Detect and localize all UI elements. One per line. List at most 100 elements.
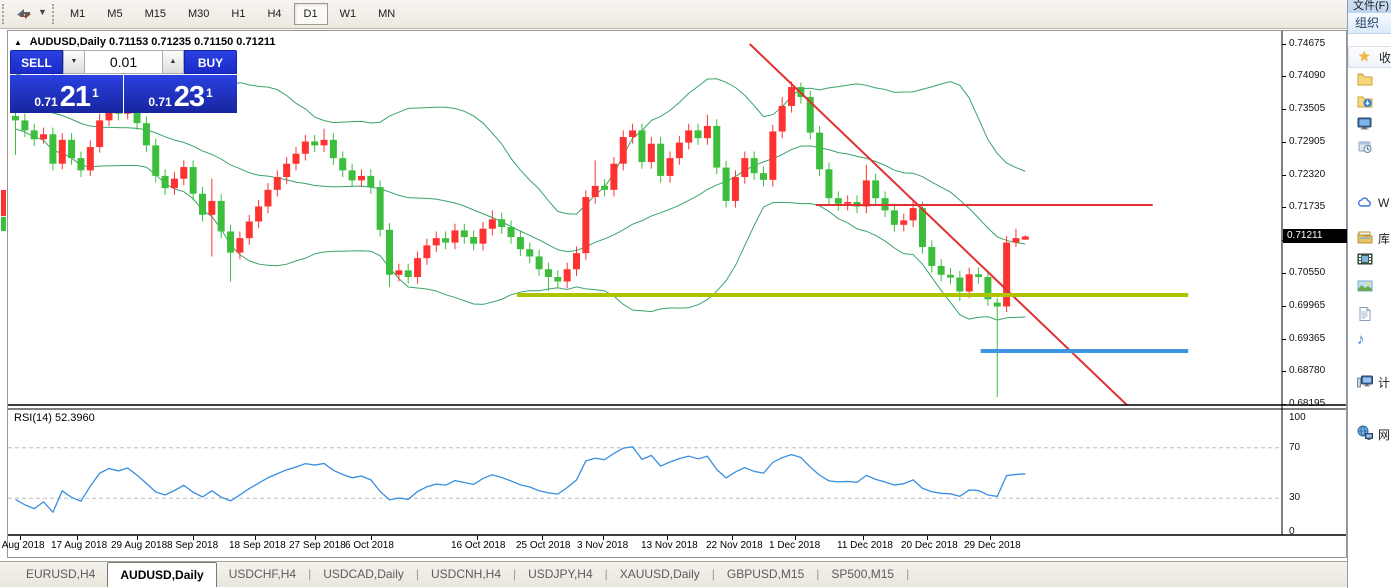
date-axis-tick	[193, 536, 194, 540]
date-axis-tick	[667, 536, 668, 540]
computer-icon	[1357, 373, 1373, 394]
chart-tab-usdjpy-h4[interactable]: USDJPY,H4	[528, 567, 593, 581]
volume-input[interactable]	[85, 50, 162, 74]
explorer-favorites-header[interactable]: ★ 收	[1348, 46, 1391, 68]
explorer-item-network[interactable]: 网	[1348, 424, 1391, 444]
rsi-axis-label: 0	[1289, 526, 1295, 537]
library-icon	[1357, 229, 1373, 250]
crossed-arrows-icon[interactable]	[14, 5, 34, 23]
timeframe-button-w1[interactable]: W1	[339, 8, 357, 20]
tab-separator: |	[308, 567, 312, 581]
date-axis-tick	[603, 536, 604, 540]
tab-separator: |	[906, 567, 910, 581]
volume-increase-button[interactable]: ▲	[162, 50, 184, 74]
chart-ohlc-values: 0.71153 0.71235 0.71150 0.71211	[109, 36, 276, 48]
explorer-window: 文件(F) 组织 ★ 收 W 库 ♪ 计网	[1347, 0, 1391, 588]
explorer-item-video[interactable]	[1348, 250, 1391, 270]
price-axis-label: 0.74090	[1289, 70, 1326, 82]
buy-price-panel[interactable]: 0.71 23 1	[124, 75, 237, 113]
date-axis-label: 27 Sep 2018	[289, 540, 346, 551]
tab-separator: |	[816, 567, 820, 581]
price-axis-tick	[1282, 403, 1286, 405]
chart-title: ▲ AUDUSD,Daily 0.71153 0.71235 0.71150 0…	[14, 36, 275, 48]
timeframe-button-m15[interactable]: M15	[144, 8, 166, 20]
tab-separator: |	[415, 567, 419, 581]
network-icon	[1357, 425, 1373, 446]
date-axis-tick	[863, 536, 864, 540]
date-axis-tick	[795, 536, 796, 540]
tab-separator: |	[513, 567, 517, 581]
date-axis-label: 22 Nov 2018	[706, 540, 763, 551]
date-axis-tick	[20, 536, 21, 540]
chart-tab-eurusd-h4[interactable]: EURUSD,H4	[26, 567, 96, 581]
date-axis-tick	[732, 536, 733, 540]
chart-tab-sp500-m15[interactable]: SP500,M15	[831, 567, 895, 581]
date-axis-label: 3 Nov 2018	[577, 540, 629, 551]
chart-tab-xauusd-daily[interactable]: XAUUSD,Daily	[619, 567, 700, 581]
date-axis-tick	[255, 536, 256, 540]
date-axis-label: 20 Dec 2018	[901, 540, 958, 551]
explorer-item-folder-download[interactable]	[1348, 92, 1391, 112]
chart-tab-audusd-daily[interactable]: AUDUSD,Daily	[107, 562, 217, 587]
date-axis-label: 17 Aug 2018	[51, 540, 108, 551]
explorer-organize-button[interactable]: 组织	[1348, 13, 1391, 34]
chart-tab-usdcad-daily[interactable]: USDCAD,Daily	[323, 567, 404, 581]
price-axis-label: 0.73505	[1289, 102, 1326, 114]
one-click-trading-panel: SELL ▼ ▲ BUY 0.71 21 1 0.71 23 1	[10, 50, 237, 113]
price-axis-label: 0.74675	[1289, 38, 1326, 49]
explorer-item-library[interactable]: 库	[1348, 228, 1391, 248]
explorer-file-menu[interactable]: 文件(F)	[1348, 0, 1391, 13]
explorer-item-document[interactable]	[1348, 305, 1391, 325]
date-axis-label: 25 Oct 2018	[516, 540, 571, 551]
date-axis-tick	[990, 536, 991, 540]
timeframe-button-mn[interactable]: MN	[378, 8, 396, 20]
explorer-item-recent-places[interactable]	[1348, 137, 1391, 157]
price-axis-tick	[1282, 44, 1286, 45]
sell-price-panel[interactable]: 0.71 21 1	[10, 75, 123, 113]
sell-price-pip-digit: 1	[91, 86, 99, 100]
price-axis-label: 0.70550	[1289, 267, 1326, 279]
chart-tab-gbpusd-m15[interactable]: GBPUSD,M15	[726, 567, 805, 581]
timeframe-button-h4[interactable]: H4	[267, 8, 282, 20]
rsi-axis-label: 30	[1289, 492, 1301, 504]
price-axis-tick	[1282, 76, 1286, 78]
desktop-icon	[1357, 115, 1373, 136]
timeframe-button-m1[interactable]: M1	[70, 8, 86, 20]
explorer-item-music[interactable]: ♪	[1348, 330, 1391, 350]
explorer-item-picture[interactable]	[1348, 277, 1391, 297]
caret-down-icon[interactable]: ▼	[38, 7, 47, 17]
explorer-item-computer[interactable]: 计	[1348, 372, 1391, 392]
black-triangle-icon[interactable]: ▲	[14, 38, 22, 47]
toolbar-grip[interactable]	[2, 4, 7, 24]
date-axis-tick	[371, 536, 372, 540]
price-axis-tick	[1282, 142, 1286, 144]
date-axis-tick	[927, 536, 928, 540]
timeframe-button-group: M1 M5 M15 M30 H1 H4 D1 W1 MN	[60, 3, 407, 25]
chart-symbol-label: AUDUSD,Daily	[29, 36, 106, 48]
explorer-item-desktop[interactable]	[1348, 114, 1391, 134]
timeframe-button-m30[interactable]: M30	[187, 8, 210, 20]
explorer-item-folder[interactable]	[1348, 70, 1391, 90]
rsi-indicator-label: RSI(14) 52.3960	[14, 412, 95, 424]
explorer-item-cloud[interactable]: W	[1348, 194, 1391, 214]
timeframe-button-d1[interactable]: D1	[293, 3, 328, 25]
folder-download-icon	[1357, 93, 1373, 114]
toolbar-separator	[52, 4, 57, 24]
cloud-icon	[1357, 195, 1373, 216]
price-axis-label: 0.69965	[1289, 299, 1326, 311]
date-axis-label: 11 Dec 2018	[837, 540, 893, 551]
timeframe-button-m5[interactable]: M5	[107, 8, 123, 20]
date-axis-label: 18 Sep 2018	[229, 540, 286, 551]
volume-decrease-button[interactable]: ▼	[63, 50, 85, 74]
caret-down-icon: ▼	[70, 58, 78, 65]
chart-tab-usdchf-h4[interactable]: USDCHF,H4	[228, 567, 297, 581]
music-icon: ♪	[1357, 331, 1365, 348]
sell-price-prefix: 0.71	[34, 95, 58, 109]
chart-tab-usdcnh-h4[interactable]: USDCNH,H4	[431, 567, 502, 581]
timeframe-button-h1[interactable]: H1	[231, 8, 246, 20]
buy-button[interactable]: BUY	[184, 50, 237, 74]
sell-button[interactable]: SELL	[10, 50, 63, 74]
mt4-toolbar: ▼ M1 M5 M15 M30 H1 H4 D1 W1 MN	[0, 0, 1347, 29]
date-axis-label: 7 Aug 2018	[0, 540, 45, 551]
